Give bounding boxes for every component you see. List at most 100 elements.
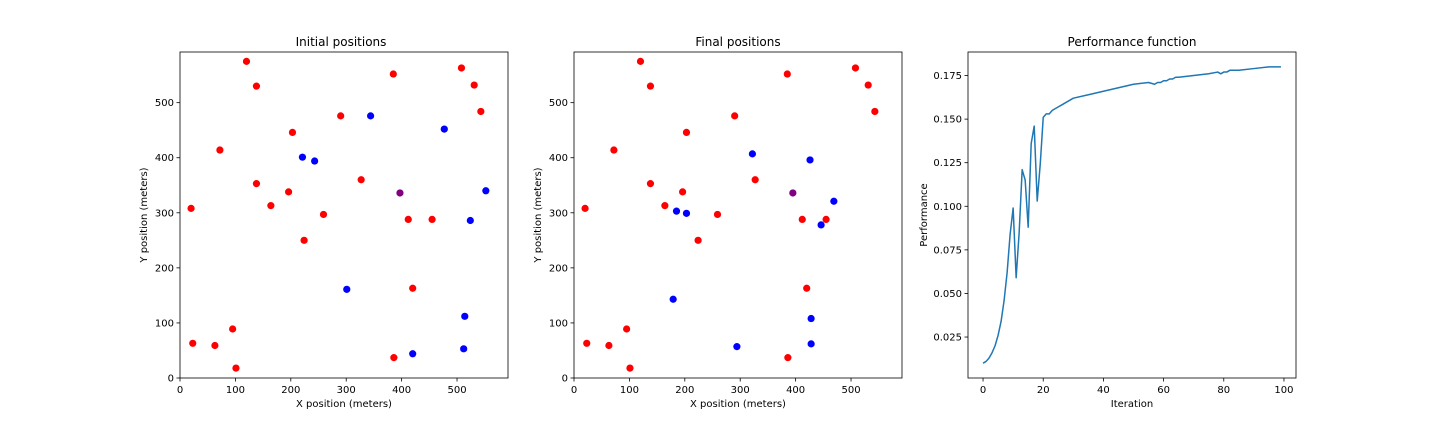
y-tick-label: 400 — [549, 153, 568, 164]
red-point — [404, 215, 412, 224]
red-point — [646, 82, 655, 90]
scatter-initial-positions: Initial positions X position (meters) Y … — [139, 35, 509, 410]
y-tick-label: 200 — [155, 263, 174, 274]
x-tick-label: 500 — [841, 385, 860, 396]
blue-point — [748, 150, 757, 158]
y-tick-label: 500 — [155, 98, 174, 109]
x-tick-label: 100 — [620, 385, 639, 396]
blue-point — [343, 285, 351, 293]
blue-point — [669, 295, 677, 303]
axes-frame — [573, 51, 903, 379]
red-point — [300, 236, 308, 244]
red-point — [229, 325, 237, 333]
red-point — [783, 70, 791, 78]
x-tick-label: 400 — [392, 385, 411, 396]
x-axis-label: X position (meters) — [690, 399, 786, 410]
red-point — [428, 215, 436, 224]
red-point — [871, 107, 879, 116]
blue-point — [682, 209, 691, 217]
performance-line — [982, 66, 1281, 364]
y-tick-label: 100 — [155, 318, 174, 329]
x-axis-label: Iteration — [1111, 399, 1153, 410]
blue-point — [733, 343, 741, 351]
red-point — [610, 146, 618, 154]
purple-point — [396, 189, 404, 197]
red-point — [713, 210, 722, 219]
red-point — [252, 82, 261, 90]
x-tick-label: 60 — [1157, 385, 1170, 396]
y-tick-label: 0 — [562, 374, 568, 385]
blue-point — [807, 340, 815, 348]
red-point — [626, 364, 634, 372]
red-point — [390, 354, 398, 362]
blue-point — [817, 221, 825, 229]
red-point — [864, 81, 872, 89]
y-axis-label: Y position (meters) — [139, 167, 150, 263]
red-point — [357, 176, 365, 184]
line-performance-function: Performance function Iteration Performan… — [919, 35, 1297, 410]
blue-point — [482, 187, 490, 195]
red-point — [284, 188, 293, 196]
red-point — [267, 202, 275, 210]
blue-point — [460, 345, 468, 353]
y-tick-label: 0.100 — [933, 202, 962, 213]
x-tick-label: 200 — [675, 385, 694, 396]
red-point — [822, 215, 830, 224]
axes-frame — [967, 51, 1297, 379]
y-tick-label: 0.075 — [933, 245, 962, 256]
red-point — [682, 128, 691, 136]
blue-point — [409, 350, 417, 358]
red-point — [605, 341, 613, 350]
chart-title: Performance function — [1068, 35, 1197, 49]
blue-point — [830, 197, 838, 205]
red-point — [583, 339, 591, 347]
red-point — [731, 112, 739, 120]
x-tick-label: 200 — [281, 385, 300, 396]
red-point — [623, 325, 631, 333]
x-tick-label: 0 — [980, 385, 986, 396]
y-tick-label: 0.025 — [933, 333, 962, 344]
y-tick-label: 400 — [155, 153, 174, 164]
x-tick-label: 500 — [447, 385, 466, 396]
scatter-final-positions: Final positions X position (meters) Y po… — [533, 35, 903, 410]
chart-title: Final positions — [695, 35, 780, 49]
red-point — [337, 112, 345, 120]
y-tick-label: 300 — [155, 208, 174, 219]
blue-point — [366, 112, 375, 120]
y-tick-label: 0.050 — [933, 289, 962, 300]
x-tick-label: 20 — [1037, 385, 1050, 396]
y-tick-label: 0.150 — [933, 115, 962, 126]
y-tick-label: 0.175 — [933, 71, 962, 82]
red-point — [319, 210, 328, 219]
red-point — [851, 64, 860, 72]
red-point — [661, 202, 669, 210]
red-point — [581, 204, 589, 212]
red-point — [216, 146, 224, 154]
red-point — [389, 70, 397, 78]
y-tick-label: 300 — [549, 208, 568, 219]
blue-point — [461, 312, 469, 320]
red-point — [232, 364, 240, 372]
x-tick-label: 0 — [571, 385, 577, 396]
x-tick-label: 40 — [1097, 385, 1110, 396]
red-point — [646, 180, 655, 188]
red-point — [470, 81, 478, 89]
red-point — [784, 354, 792, 362]
red-point — [187, 204, 195, 212]
red-point — [288, 128, 297, 136]
blue-point — [298, 153, 307, 161]
y-tick-label: 0.125 — [933, 158, 962, 169]
red-point — [678, 188, 687, 196]
x-tick-label: 0 — [177, 385, 183, 396]
x-tick-label: 100 — [226, 385, 245, 396]
red-point — [798, 215, 806, 224]
y-tick-label: 100 — [549, 318, 568, 329]
blue-point — [807, 314, 815, 323]
red-point — [409, 284, 417, 292]
chart-title: Initial positions — [296, 35, 387, 49]
x-tick-label: 100 — [1274, 385, 1293, 396]
red-point — [457, 64, 466, 72]
x-tick-label: 300 — [337, 385, 356, 396]
blue-point — [806, 156, 814, 164]
